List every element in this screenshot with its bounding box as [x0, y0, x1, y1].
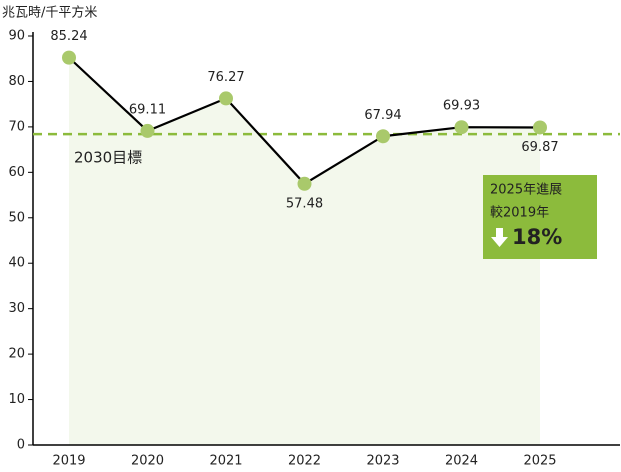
x-tick-label: 2021	[209, 454, 242, 469]
marker	[62, 50, 76, 65]
annotation-box	[483, 175, 597, 259]
marker	[219, 91, 233, 106]
marker	[376, 129, 390, 144]
data-label: 57.48	[286, 196, 323, 211]
x-tick-label: 2023	[366, 454, 399, 469]
data-label: 67.94	[364, 108, 401, 123]
annotation-line2: 較2019年	[490, 206, 549, 221]
x-tick-label: 2022	[288, 454, 321, 469]
x-tick-label: 2019	[52, 454, 85, 469]
x-tick-label: 2024	[445, 454, 478, 469]
down-arrow	[491, 228, 508, 247]
data-label: 85.24	[50, 29, 87, 44]
y-tick-label: 0	[17, 438, 25, 453]
y-tick-label: 40	[8, 256, 25, 271]
y-tick-label: 30	[8, 301, 25, 316]
annotation-line1: 2025年進展	[490, 183, 562, 198]
annotation-change: 18%	[512, 225, 562, 249]
data-label: 76.27	[207, 70, 244, 85]
y-tick-label: 60	[8, 165, 25, 180]
x-tick-label: 2025	[523, 454, 556, 469]
y-tick-label: 90	[8, 29, 25, 44]
data-label: 69.11	[129, 102, 166, 117]
marker	[533, 120, 547, 135]
marker	[140, 123, 155, 138]
y-tick-label: 70	[8, 119, 25, 134]
data-label: 69.87	[521, 140, 558, 155]
y-tick-label: 80	[8, 74, 25, 89]
y-tick-label: 10	[8, 392, 25, 407]
area	[69, 57, 540, 445]
y-tick-label: 20	[8, 347, 25, 362]
marker	[297, 176, 312, 191]
data-label: 69.93	[443, 99, 480, 114]
marker	[454, 120, 469, 135]
target-label: 2030目標	[74, 149, 142, 167]
x-tick-label: 2020	[131, 454, 164, 469]
y-tick-label: 50	[8, 210, 25, 225]
y-axis-title: 兆瓦時/千平方米	[2, 5, 97, 21]
